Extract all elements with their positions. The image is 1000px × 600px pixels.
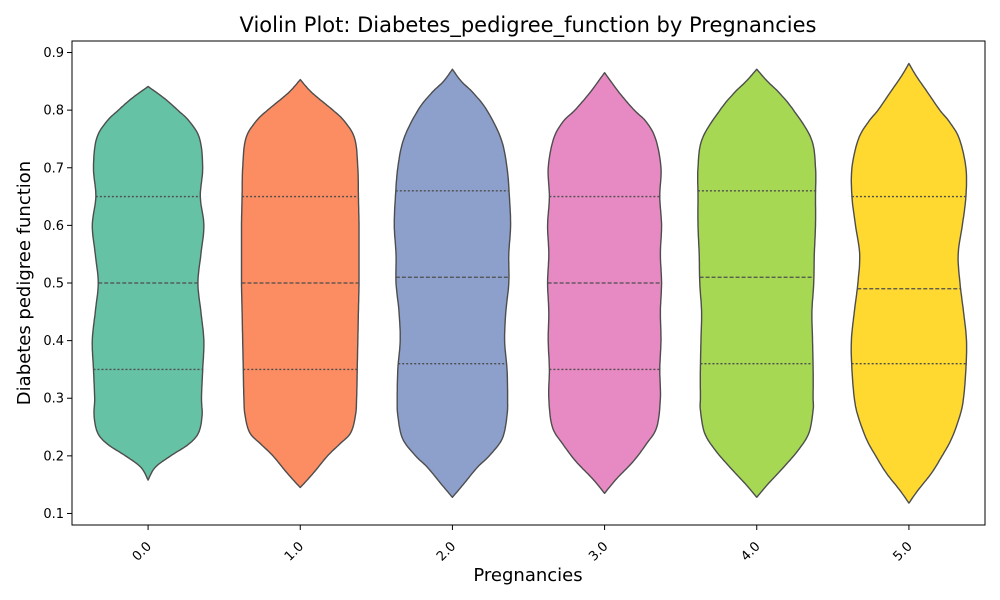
x-axis: 0.0 1.0 2.0 3.0 4.0 5.0 [130,525,916,564]
violins-layer [91,62,968,504]
violin-body [850,62,968,504]
x-tick-label: 3.0 [586,539,611,564]
plot-frame [71,40,986,526]
y-axis-label: Diabetes pedigree function [14,161,35,405]
x-tick-label: 4.0 [738,539,763,564]
y-tick-label: 0.5 [43,277,64,292]
y-tick-label: 0.4 [43,334,64,349]
y-tick-label: 0.6 [43,219,64,234]
x-tick-label: 1.0 [282,539,307,564]
y-tick-label: 0.1 [43,507,64,522]
y-axis: 0.1 0.2 0.3 0.4 0.5 0.6 0.7 0.8 0.9 [43,46,72,522]
x-tick-label: 2.0 [434,539,459,564]
y-tick-label: 0.8 [43,104,64,119]
violin-body [240,78,360,489]
y-tick-label: 0.9 [43,46,64,61]
y-tick-label: 0.3 [43,392,64,407]
violin-body [697,68,817,498]
quartile-lines-layer [93,190,967,371]
chart-title: Violin Plot: Diabetes_pedigree_function … [240,13,817,38]
x-axis-label: Pregnancies [473,565,582,586]
x-tick-label: 5.0 [891,539,916,564]
y-tick-label: 0.7 [43,161,64,176]
x-tick-label: 0.0 [130,539,155,564]
violin-body [393,68,512,498]
y-tick-label: 0.2 [43,449,64,464]
